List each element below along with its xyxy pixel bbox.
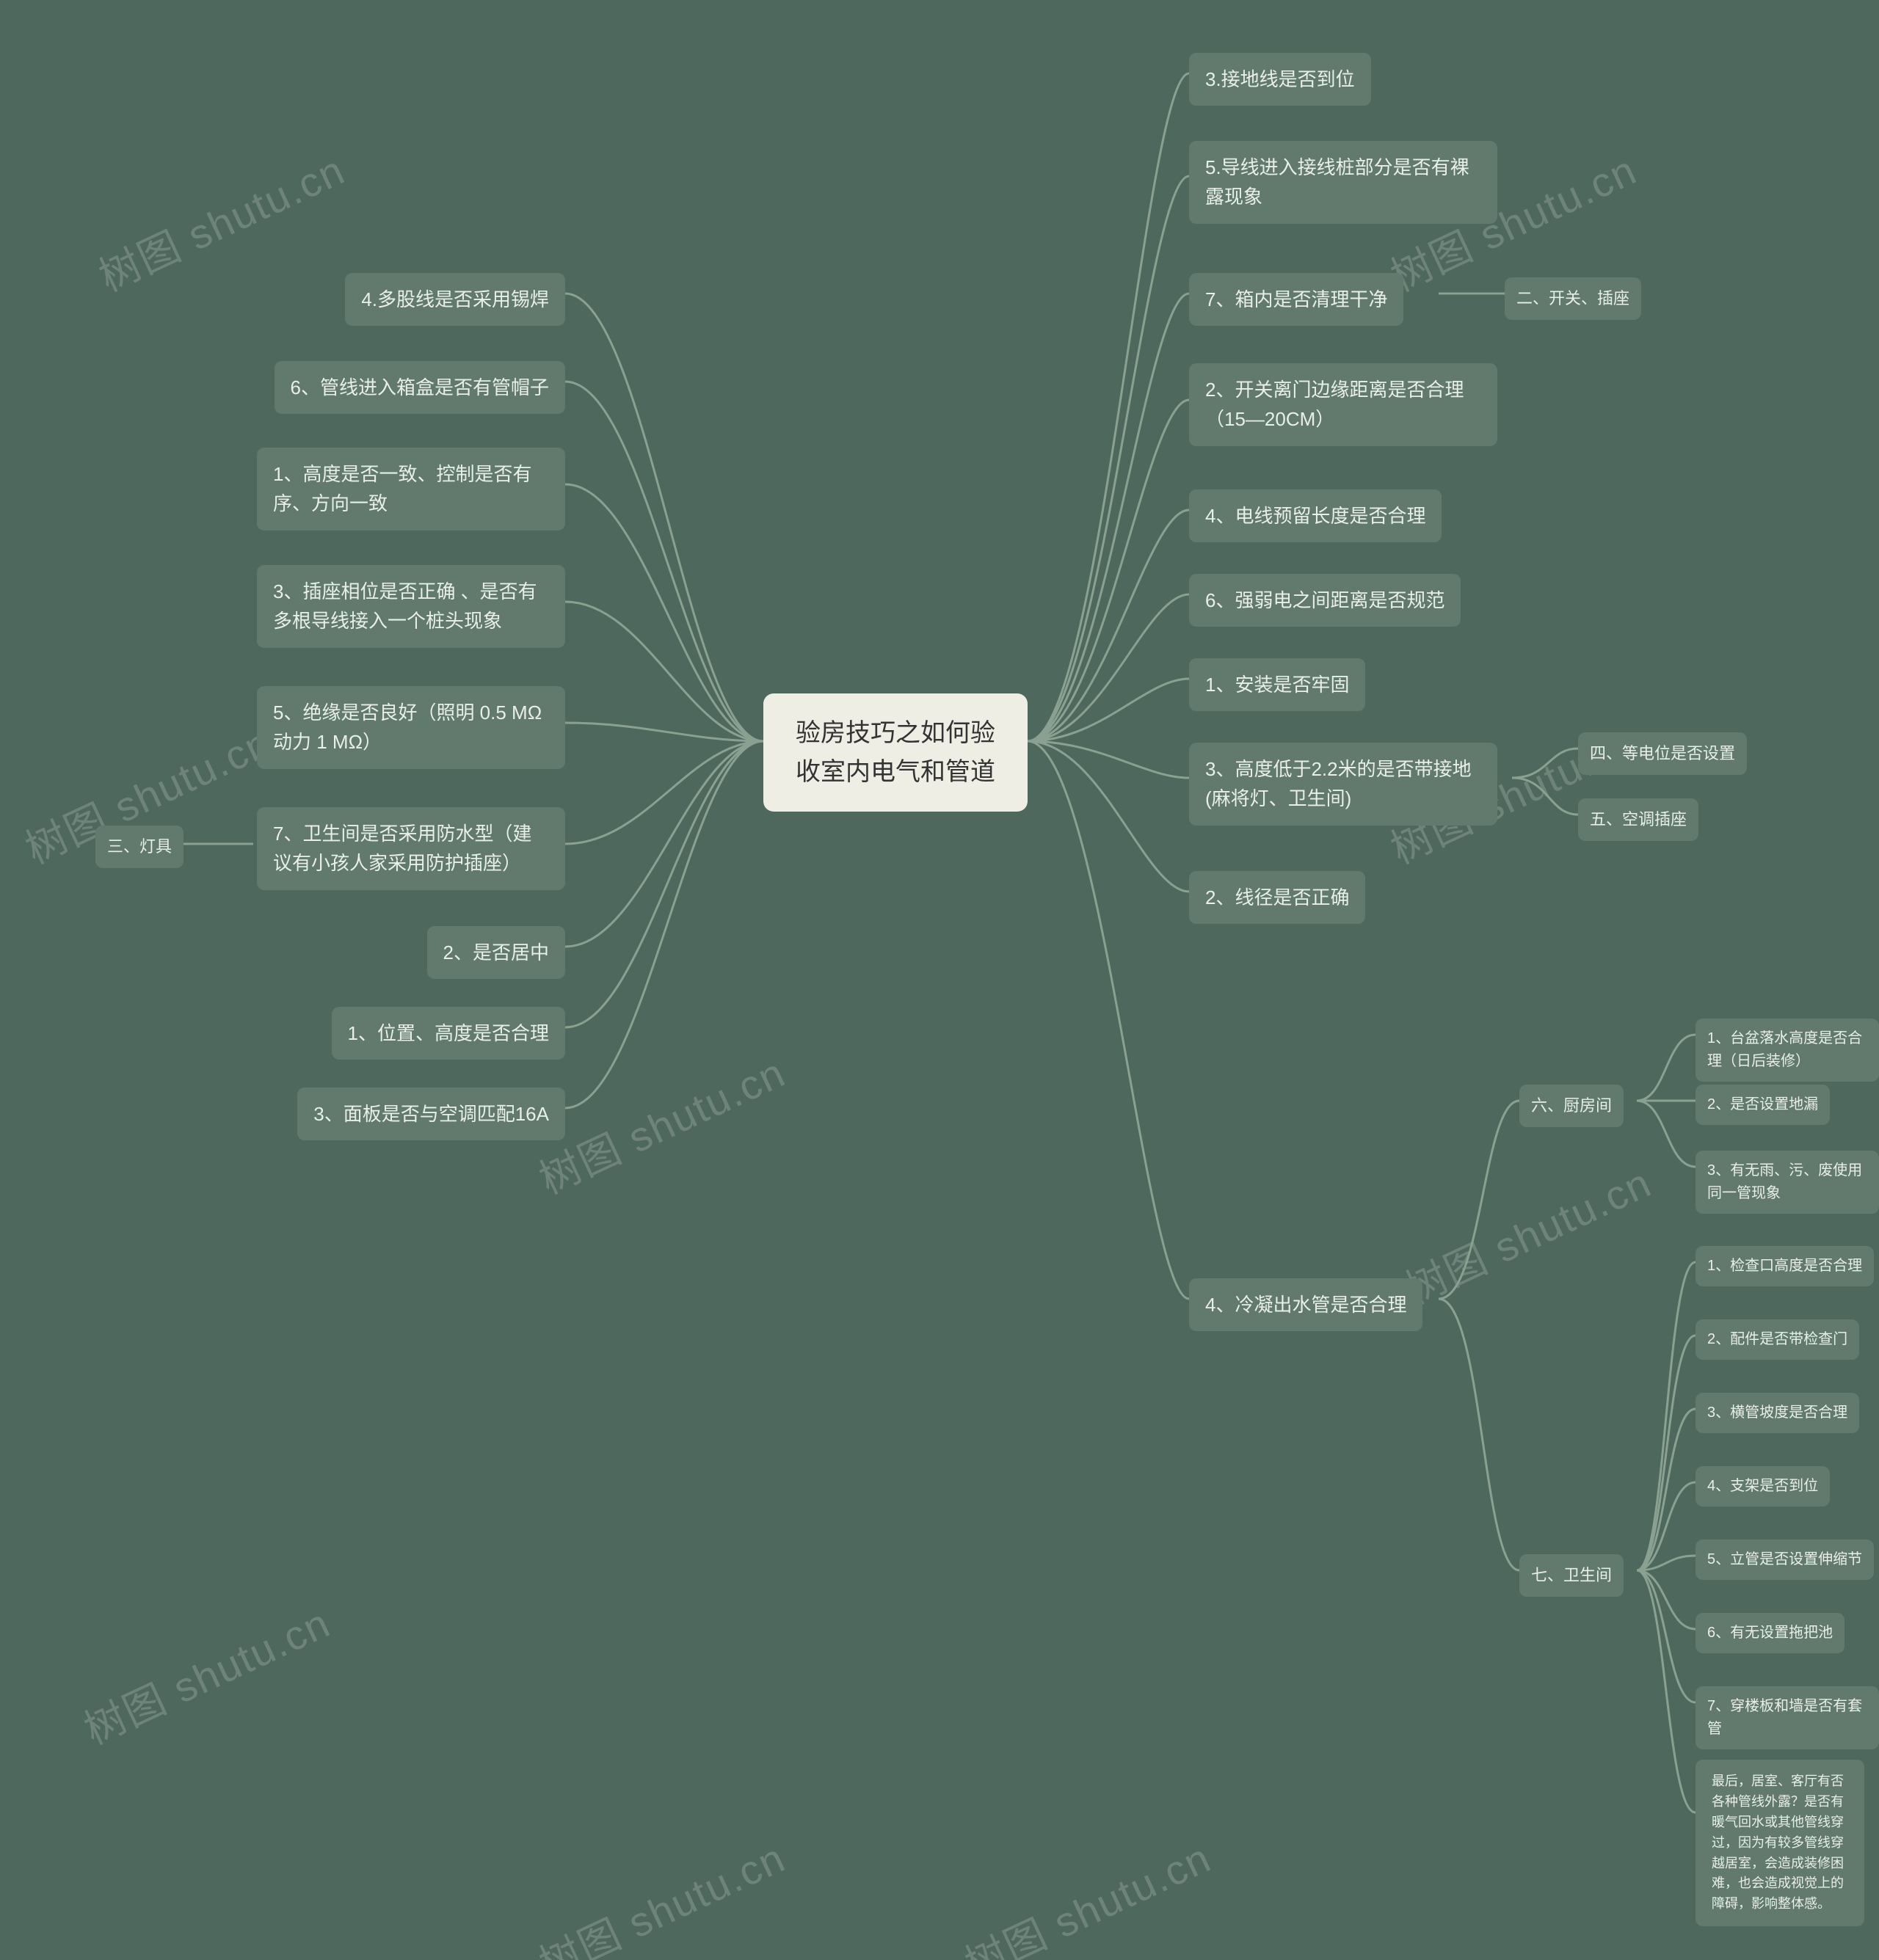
bathroom-item-6[interactable]: 7、穿楼板和墙是否有套管	[1696, 1686, 1879, 1749]
left-node-3[interactable]: 3、插座相位是否正确 、是否有多根导线接入一个桩头现象	[257, 565, 565, 648]
left-node-1[interactable]: 6、管线进入箱盒是否有管帽子	[275, 361, 565, 414]
right-node-6[interactable]: 1、安装是否牢固	[1189, 658, 1365, 711]
right-node-4[interactable]: 4、电线预留长度是否合理	[1189, 489, 1442, 542]
bathroom-title[interactable]: 七、卫生间	[1519, 1554, 1624, 1597]
right-node-7[interactable]: 3、高度低于2.2米的是否带接地(麻将灯、卫生间)	[1189, 743, 1497, 826]
right-sub-7-1[interactable]: 五、空调插座	[1578, 798, 1698, 841]
right-node-0[interactable]: 3.接地线是否到位	[1189, 53, 1371, 106]
bathroom-item-2[interactable]: 3、横管坡度是否合理	[1696, 1393, 1859, 1433]
right-node-1[interactable]: 5.导线进入接线桩部分是否有裸露现象	[1189, 141, 1497, 224]
right-node-8[interactable]: 2、线径是否正确	[1189, 871, 1365, 924]
kitchen-item-1[interactable]: 2、是否设置地漏	[1696, 1085, 1830, 1125]
kitchen-item-0[interactable]: 1、台盆落水高度是否合理（日后装修）	[1696, 1019, 1879, 1082]
kitchen-title[interactable]: 六、厨房间	[1519, 1085, 1624, 1127]
left-node-2[interactable]: 1、高度是否一致、控制是否有序、方向一致	[257, 448, 565, 531]
left-node-6[interactable]: 2、是否居中	[427, 926, 565, 979]
bathroom-item-5[interactable]: 6、有无设置拖把池	[1696, 1613, 1845, 1653]
right-sub-2[interactable]: 二、开关、插座	[1505, 277, 1641, 320]
bathroom-item-3[interactable]: 4、支架是否到位	[1696, 1466, 1830, 1507]
left-node-7[interactable]: 1、位置、高度是否合理	[332, 1007, 565, 1060]
root-node[interactable]: 验房技巧之如何验收室内电气和管道	[763, 693, 1028, 812]
right-node-5[interactable]: 6、强弱电之间距离是否规范	[1189, 574, 1461, 627]
bathroom-item-4[interactable]: 5、立管是否设置伸缩节	[1696, 1540, 1874, 1580]
mindmap-canvas: 树图 shutu.cn 树图 shutu.cn 树图 shutu.cn 树图 s…	[0, 0, 1879, 1960]
kitchen-item-2[interactable]: 3、有无雨、污、废使用同一管现象	[1696, 1151, 1879, 1214]
right-node-2[interactable]: 7、箱内是否清理干净	[1189, 273, 1403, 326]
left-node-8[interactable]: 3、面板是否与空调匹配16A	[297, 1088, 565, 1140]
left-node-4[interactable]: 5、绝缘是否良好（照明 0.5 MΩ 动力 1 MΩ）	[257, 686, 565, 769]
left-sub-node[interactable]: 三、灯具	[95, 826, 183, 868]
left-node-0[interactable]: 4.多股线是否采用锡焊	[345, 273, 565, 326]
right-node-9[interactable]: 4、冷凝出水管是否合理	[1189, 1278, 1422, 1331]
bathroom-item-7[interactable]: 最后，居室、客厅有否各种管线外露？是否有暖气回水或其他管线穿过，因为有较多管线穿…	[1696, 1760, 1864, 1926]
bathroom-item-0[interactable]: 1、检查口高度是否合理	[1696, 1246, 1874, 1286]
right-sub-7-0[interactable]: 四、等电位是否设置	[1578, 732, 1747, 775]
bathroom-item-1[interactable]: 2、配件是否带检查门	[1696, 1319, 1859, 1360]
right-node-3[interactable]: 2、开关离门边缘距离是否合理（15—20CM）	[1189, 363, 1497, 446]
left-node-5[interactable]: 7、卫生间是否采用防水型（建议有小孩人家采用防护插座）	[257, 807, 565, 890]
